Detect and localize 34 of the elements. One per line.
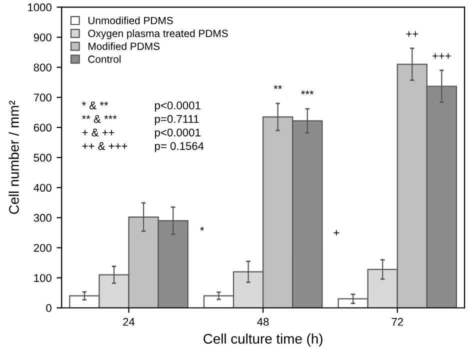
annotation: * & ** xyxy=(82,102,108,110)
y-axis-title: Cell number / mm² xyxy=(8,100,19,214)
y-tick-label: 300 xyxy=(34,214,52,222)
y-tick-label: 700 xyxy=(34,94,52,102)
y-tick-label: 900 xyxy=(34,34,52,42)
x-tick-label: 24 xyxy=(123,318,135,326)
y-tick-label: 0 xyxy=(46,304,52,312)
annotation: +++ xyxy=(432,53,451,59)
y-tick-label: 800 xyxy=(34,64,52,72)
y-tick-label: 600 xyxy=(34,124,52,132)
annotation: *** xyxy=(301,90,314,94)
annotation: ** xyxy=(274,85,282,90)
annotation: p<0.0001 xyxy=(155,102,200,112)
legend-label: Modified PDMS xyxy=(88,42,160,50)
legend-label: Control xyxy=(88,55,121,63)
y-tick-label: 500 xyxy=(34,154,52,162)
annotation: p=0.7111 xyxy=(155,115,199,126)
x-tick-label: 48 xyxy=(257,318,269,326)
annotation: * xyxy=(200,226,204,231)
legend-label: Unmodified PDMS xyxy=(88,16,173,24)
y-tick-label: 1000 xyxy=(28,3,52,12)
annotation: + & ++ xyxy=(82,128,114,136)
annotation: + xyxy=(334,230,340,236)
annotation: p<0.0001 xyxy=(155,128,200,139)
annotation: ** & *** xyxy=(82,115,117,123)
annotation: ++ xyxy=(406,31,418,37)
y-tick-label: 100 xyxy=(34,274,52,282)
y-tick-label: 400 xyxy=(34,184,52,192)
annotation: ++ & +++ xyxy=(82,142,128,150)
x-axis-title: Cell culture time (h) xyxy=(204,334,322,346)
legend-label: Oxygen plasma treated PDMS xyxy=(88,29,228,40)
annotation: p= 0.1564 xyxy=(155,142,204,152)
y-tick-label: 200 xyxy=(34,244,52,252)
x-tick-label: 72 xyxy=(392,318,403,326)
